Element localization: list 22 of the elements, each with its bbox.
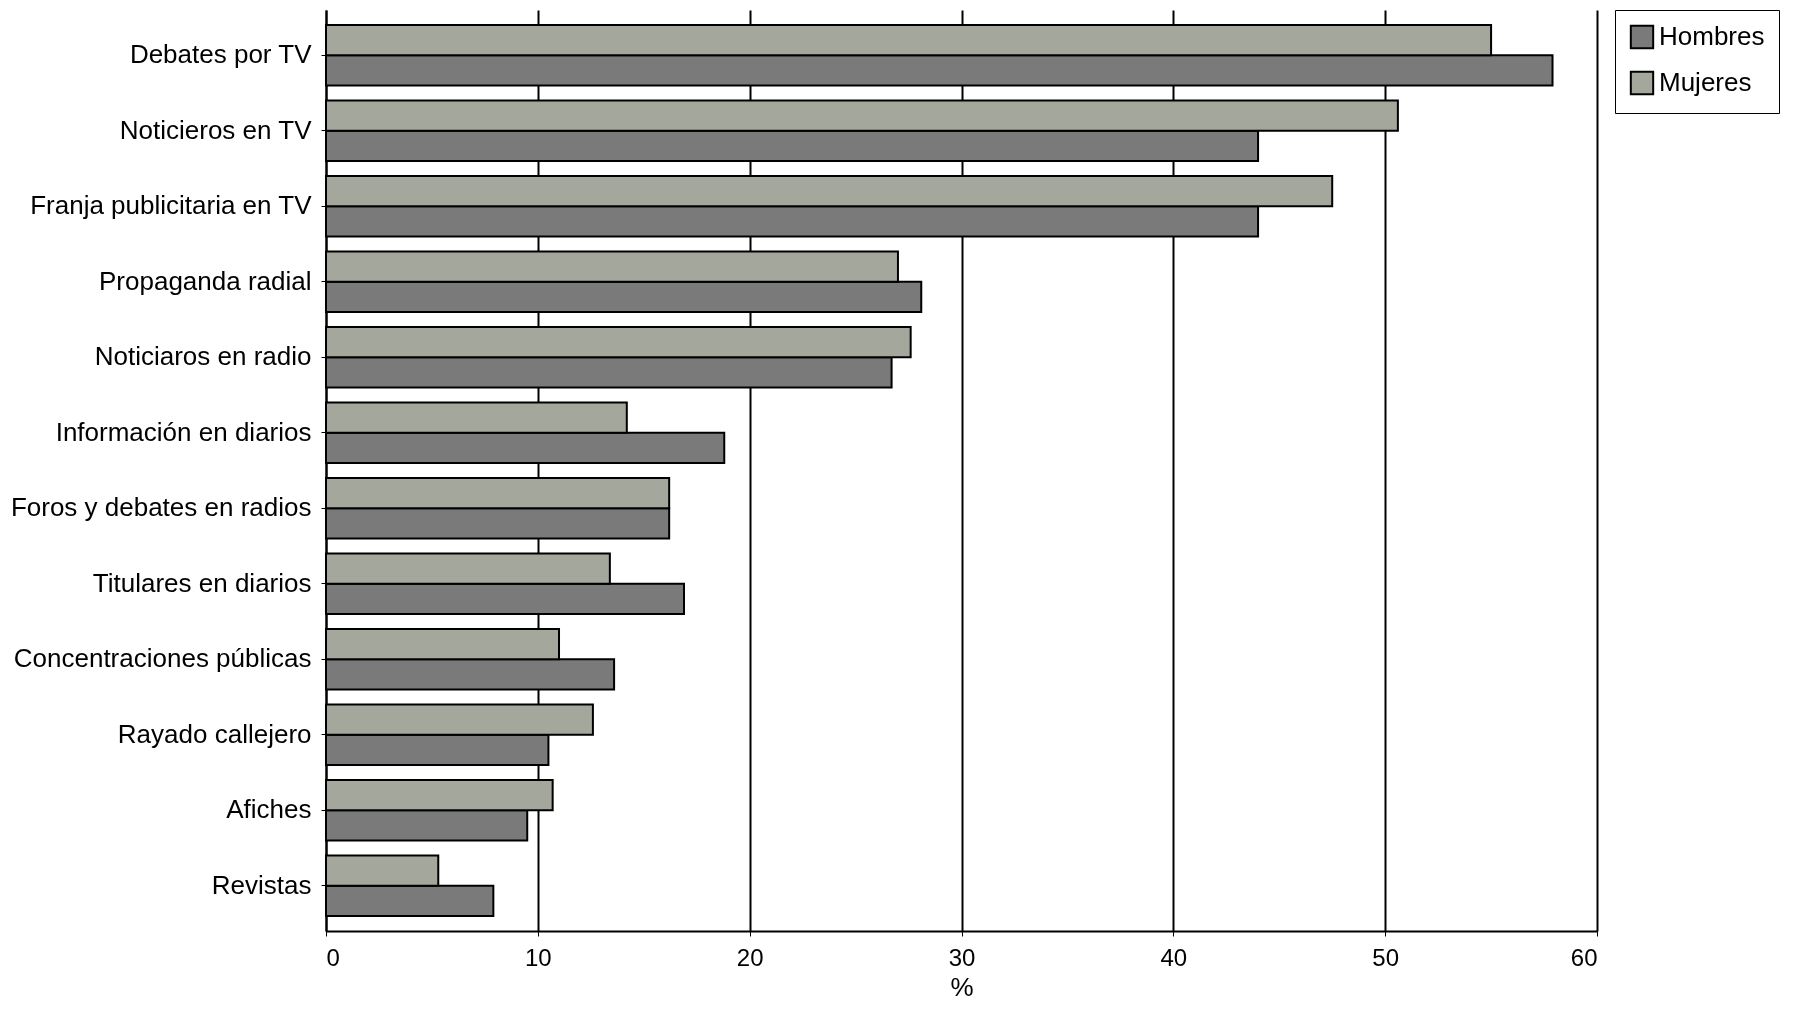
x-tick-label: 20 [736, 943, 764, 971]
y-tick-label: Noticieros en TV [119, 114, 313, 145]
x-tick-label: 50 [1372, 943, 1400, 971]
y-tick-label: Revistas [211, 869, 312, 900]
y-tick-label: Afiches [226, 794, 312, 825]
y-tick-label: Noticiaros en radio [94, 341, 312, 372]
x-tick-label: 0 [326, 943, 340, 971]
x-tick-label: 30 [948, 943, 976, 971]
x-axis-title: % [950, 971, 974, 1002]
x-tick-label: 10 [524, 943, 552, 971]
y-tick-label: Foros y debates en radios [10, 492, 312, 523]
y-tick-label: Información en diarios [55, 416, 312, 447]
y-tick-label: Debates por TV [129, 39, 313, 70]
y-tick-label: Propaganda radial [99, 265, 312, 296]
y-tick-label: Titulares en diarios [92, 567, 312, 598]
x-tick-label: 60 [1570, 943, 1598, 971]
x-tick-label: 40 [1160, 943, 1188, 971]
y-tick-label: Rayado callejero [117, 718, 312, 749]
legend-label: Mujeres [1659, 67, 1752, 97]
legend-label: Hombres [1659, 21, 1765, 51]
y-tick-label: Concentraciones públicas [13, 643, 312, 674]
y-tick-label: Franja publicitaria en TV [30, 190, 313, 221]
